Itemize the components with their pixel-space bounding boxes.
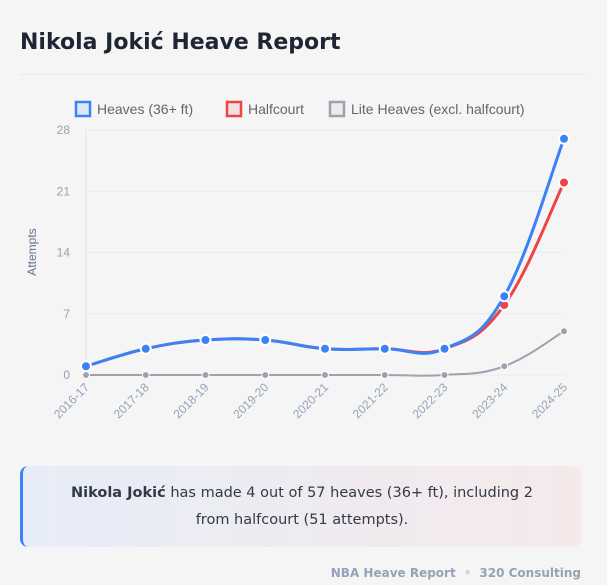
data-point [82, 371, 90, 379]
data-point [440, 371, 449, 379]
divider [20, 74, 587, 75]
footer: NBA Heave Report • 320 Consulting [331, 566, 581, 580]
y-tick-label: 14 [57, 246, 71, 260]
data-point [201, 371, 210, 379]
x-tick-label: 2020-21 [290, 380, 331, 421]
footer-separator: • [463, 566, 472, 580]
y-tick-label: 7 [63, 307, 70, 321]
data-point [560, 327, 568, 336]
data-point [500, 362, 509, 371]
x-tick-label: 2024-25 [529, 380, 570, 421]
x-tick-label: 2023-24 [469, 380, 510, 421]
data-point [378, 342, 391, 355]
legend-swatch [74, 100, 92, 118]
data-point [438, 342, 451, 355]
data-point [199, 334, 212, 346]
data-point [558, 176, 570, 189]
series-line [85, 181, 566, 368]
data-point [558, 132, 570, 145]
legend-swatch [328, 100, 346, 118]
legend-swatch [225, 100, 243, 118]
y-tick-label: 21 [57, 184, 71, 198]
data-point [80, 360, 92, 373]
data-point [321, 371, 329, 379]
data-point [261, 371, 270, 379]
y-tick-label: 0 [63, 368, 70, 382]
x-tick-label: 2019-20 [230, 380, 271, 421]
x-tick-label: 2018-19 [171, 380, 212, 421]
page-title: Nikola Jokić Heave Report [20, 30, 341, 55]
footer-company: 320 Consulting [479, 566, 581, 580]
data-point [139, 342, 152, 355]
y-axis-title: Attempts [25, 228, 39, 275]
data-point [380, 371, 389, 379]
footer-brand: NBA Heave Report [330, 566, 456, 580]
data-point [259, 334, 272, 346]
line-chart: 0 7 14 21 28 Attempts 2016-17 2017-18 2018-19 201… [25, 100, 570, 421]
legend-label: Heaves (36+ ft) [97, 101, 193, 117]
data-point [141, 371, 150, 379]
legend-label: Lite Heaves (excl. halfcourt) [351, 101, 525, 117]
y-tick-label: 28 [57, 123, 71, 137]
legend-label: Halfcourt [248, 101, 304, 117]
data-point [319, 342, 331, 355]
x-tick-label: 2021-22 [350, 380, 391, 421]
summary-text: has made 4 out of 57 heaves (36+ ft), in… [165, 484, 533, 528]
x-tick-label: 2017-18 [111, 380, 152, 421]
x-tick-label: 2022-23 [410, 380, 451, 421]
data-point [498, 290, 511, 303]
summary-player: Nikola Jokić [71, 484, 166, 501]
x-tick-label: 2016-17 [51, 380, 92, 421]
summary-callout: Nikola Jokić has made 4 out of 57 heaves… [20, 466, 581, 547]
